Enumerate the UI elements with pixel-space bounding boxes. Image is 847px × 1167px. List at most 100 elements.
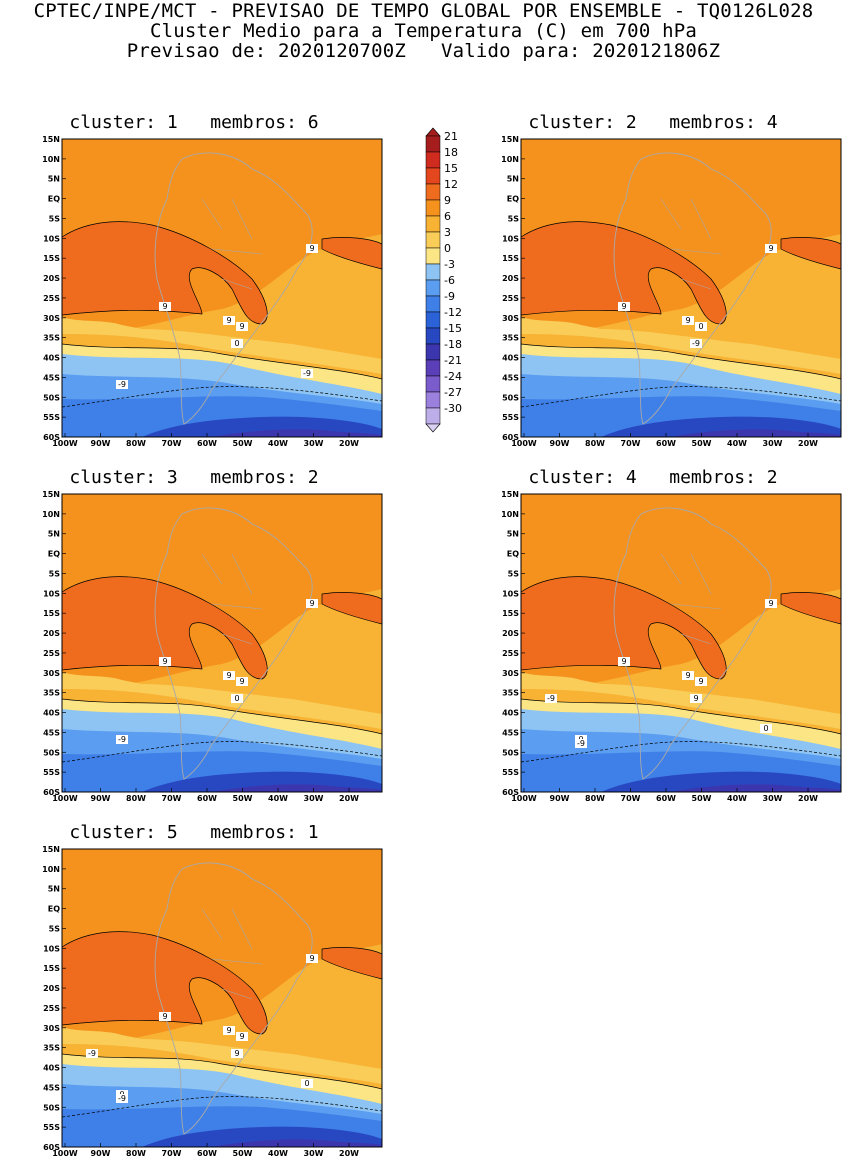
colorbar-label: 0 <box>444 242 451 255</box>
panel-title: cluster: 2 membros: 4 <box>528 112 778 133</box>
header-title-line3: Previsao de: 2020120700Z Valido para: 20… <box>126 40 721 62</box>
panel-title: cluster: 1 membros: 6 <box>69 112 319 133</box>
lat-label: 15N <box>42 490 60 499</box>
contour-label-box <box>306 244 318 253</box>
lat-label: 60S <box>43 788 60 797</box>
panel-cluster-1: cluster: 1 membros: 6 15N 10N 5N EQ 5S 10S 15S… <box>24 112 383 452</box>
contour-label-box <box>618 657 630 666</box>
contour-label-box <box>575 739 587 748</box>
lon-label: 40W <box>727 439 747 448</box>
contour-label: 9 <box>239 677 244 686</box>
temperature-band <box>212 784 382 792</box>
lat-label: 25S <box>43 1004 60 1013</box>
contour-label-box <box>86 1049 98 1058</box>
continent-outline <box>154 862 313 1135</box>
lon-label: 50W <box>233 439 253 448</box>
panel-cluster-5: cluster: 5 membros: 1 15N 10N 5N EQ 5S 10S 15S… <box>24 822 383 1162</box>
continent-outline <box>613 152 772 425</box>
lon-label: 50W <box>692 794 712 803</box>
contour-label-box <box>306 954 318 963</box>
lon-label: 100W <box>52 1149 78 1158</box>
temperature-band <box>62 672 382 729</box>
lat-label: 15S <box>502 254 519 263</box>
contour-label: 9 <box>309 954 314 963</box>
lat-label: 35S <box>502 334 519 343</box>
lon-label: 40W <box>268 1149 288 1158</box>
lat-label: 30S <box>43 1024 60 1033</box>
contour-minus-9 <box>62 741 382 763</box>
country-borders <box>201 553 263 645</box>
lat-label: 35S <box>43 334 60 343</box>
contour-minus-9 <box>521 386 841 408</box>
temperature-band <box>62 1027 382 1084</box>
contour-label-box <box>236 1032 248 1041</box>
lat-label: 20S <box>502 274 519 283</box>
map-panel-2: 15N 10N 5N EQ 5S 10S 15S 20S 25S 30S 35S 40S 45S 50S 5… <box>501 135 842 448</box>
contour-label-box <box>116 380 128 389</box>
contour-zero <box>521 343 841 380</box>
lon-label: 20W <box>798 439 818 448</box>
contour-label: 0 <box>234 339 239 348</box>
lon-label: 50W <box>233 1149 253 1158</box>
lon-label: 30W <box>304 439 324 448</box>
lat-label: 55S <box>502 768 519 777</box>
colorbar-swatch <box>425 247 441 265</box>
map-frame <box>61 848 383 1148</box>
colorbar-label: 12 <box>444 178 458 191</box>
country-borders <box>660 198 722 290</box>
lat-label: 55S <box>43 413 60 422</box>
lat-label: 40S <box>43 1064 60 1073</box>
lat-label: 5S <box>49 569 61 578</box>
lon-label: 80W <box>126 439 146 448</box>
contour-label-box <box>695 322 707 331</box>
contour-minus-9 <box>62 386 382 408</box>
warm-region <box>780 237 841 270</box>
lon-label: 20W <box>339 794 359 803</box>
contour-label: 0 <box>304 1079 309 1088</box>
continent-outline <box>613 507 772 780</box>
contour-label-box <box>116 735 128 744</box>
temperature-band <box>671 784 841 792</box>
lon-label: 80W <box>585 794 605 803</box>
lat-label: 10N <box>501 155 519 164</box>
lat-label: 50S <box>43 1103 60 1112</box>
contour-label-box <box>236 677 248 686</box>
lat-label: 60S <box>43 1143 60 1152</box>
lat-label: 40S <box>502 354 519 363</box>
lat-label: 20S <box>43 984 60 993</box>
colorbar-label: -27 <box>444 386 462 399</box>
lon-label: 80W <box>585 439 605 448</box>
lat-label: 25S <box>502 649 519 658</box>
contour-label-box <box>690 339 702 348</box>
lat-label: 15N <box>501 135 519 144</box>
lat-label: EQ <box>48 905 60 914</box>
colorbar-label: 6 <box>444 210 451 223</box>
lat-label: 15N <box>501 490 519 499</box>
colorbar-label: -3 <box>444 258 455 271</box>
panel-cluster-4: cluster: 4 membros: 2 15N 10N 5N EQ 5S 10S 15S… <box>483 467 842 807</box>
contour-minus-9 <box>521 741 841 763</box>
colorbar-swatch <box>425 167 441 185</box>
lat-label: EQ <box>48 195 60 204</box>
colorbar-label: 21 <box>444 130 458 143</box>
country-borders <box>660 553 722 645</box>
contour-label-box <box>765 599 777 608</box>
lon-label: 70W <box>162 439 182 448</box>
colorbar-swatch <box>425 359 441 377</box>
country-borders <box>201 908 263 1000</box>
colorbar-label: -30 <box>444 402 462 415</box>
lat-label: 5N <box>48 175 60 184</box>
lat-label: 10N <box>42 865 60 874</box>
contour-label: -9 <box>118 380 126 389</box>
contour-label: 9 <box>162 657 167 666</box>
lon-label: 60W <box>656 794 676 803</box>
lat-label: 5S <box>508 569 520 578</box>
colorbar-swatch <box>425 311 441 329</box>
lon-label: 80W <box>126 1149 146 1158</box>
lat-label: 10S <box>43 944 60 953</box>
lon-label: 90W <box>550 794 570 803</box>
colorbar-label: -12 <box>444 306 462 319</box>
lon-label: 40W <box>268 439 288 448</box>
lon-label: 70W <box>162 794 182 803</box>
colorbar-swatch <box>425 279 441 297</box>
